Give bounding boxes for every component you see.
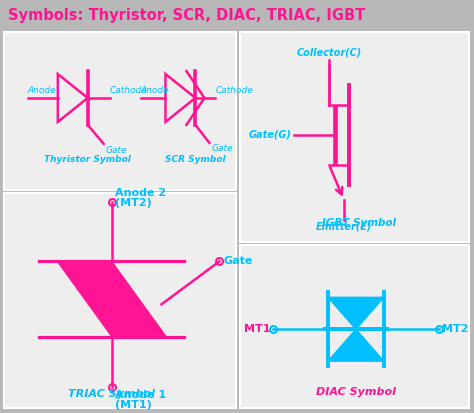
Text: (MT1): (MT1): [115, 400, 151, 410]
Text: Anode 1: Anode 1: [115, 390, 166, 400]
FancyBboxPatch shape: [240, 32, 469, 242]
Text: MT1: MT1: [244, 324, 270, 334]
FancyBboxPatch shape: [4, 32, 236, 190]
Text: Thyristor Symbol: Thyristor Symbol: [44, 155, 131, 164]
Text: Symbols: Thyristor, SCR, DIAC, TRIAC, IGBT: Symbols: Thyristor, SCR, DIAC, TRIAC, IG…: [8, 8, 365, 23]
Text: Anode: Anode: [28, 86, 56, 95]
Text: Anode: Anode: [141, 86, 169, 95]
Text: TRIAC Symbol: TRIAC Symbol: [68, 389, 155, 399]
Text: Collector(C): Collector(C): [296, 47, 362, 57]
Text: MT2: MT2: [442, 324, 468, 334]
FancyBboxPatch shape: [240, 245, 469, 408]
Text: (MT2): (MT2): [115, 197, 151, 208]
Text: Gate: Gate: [223, 256, 253, 266]
Text: Cathode: Cathode: [215, 86, 253, 95]
FancyBboxPatch shape: [4, 192, 236, 408]
FancyBboxPatch shape: [0, 0, 473, 30]
Polygon shape: [328, 297, 384, 329]
Text: Emitter(E): Emitter(E): [316, 221, 372, 232]
Text: DIAC Symbol: DIAC Symbol: [316, 387, 396, 397]
Polygon shape: [57, 261, 112, 337]
Text: Gate(G): Gate(G): [248, 130, 291, 140]
Text: Gate: Gate: [106, 146, 127, 155]
Polygon shape: [112, 261, 166, 337]
Text: SCR Symbol: SCR Symbol: [165, 155, 226, 164]
Text: Cathode: Cathode: [109, 86, 147, 95]
Text: Anode 2: Anode 2: [115, 188, 166, 198]
Text: Gate: Gate: [211, 144, 233, 153]
Polygon shape: [328, 329, 384, 361]
Text: IGBT Symbol: IGBT Symbol: [322, 218, 396, 228]
